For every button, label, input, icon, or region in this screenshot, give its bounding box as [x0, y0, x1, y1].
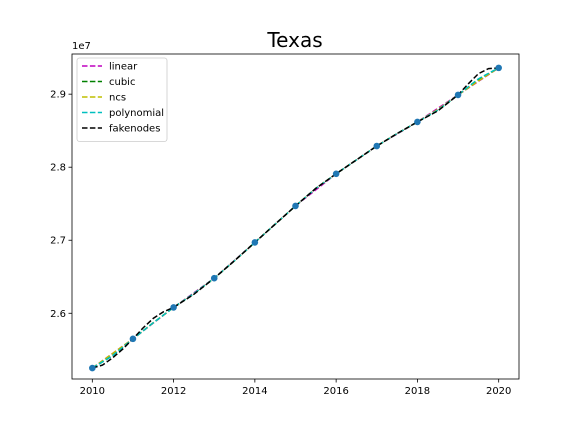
legend-label: linear	[109, 62, 138, 73]
x-tick-label: 2016	[323, 386, 348, 397]
y-tick-label: 2.7	[50, 236, 66, 247]
legend-label: polynomial	[109, 108, 164, 119]
data-point	[170, 304, 177, 311]
axes: 2010 2012 2014 2016 2018 2020 2.6 2.7 2.8 2.9	[50, 53, 520, 397]
chart-title: Texas	[266, 28, 322, 52]
data-point	[332, 170, 340, 178]
x-tick-label: 2020	[486, 386, 511, 397]
legend-label: fakenodes	[109, 124, 160, 135]
data-point	[251, 239, 259, 246]
y-tick-label: 2.9	[50, 90, 66, 101]
data-point	[454, 91, 462, 99]
legend-label: cubic	[109, 77, 135, 88]
plot-area	[89, 64, 502, 372]
data-point	[89, 364, 96, 372]
legend-box	[76, 57, 168, 142]
data-point	[495, 64, 502, 72]
y-tick-label: 2.6	[50, 309, 66, 320]
x-tick-label: 2014	[242, 386, 267, 397]
x-tick-label: 2012	[161, 386, 186, 397]
y-tick-label: 2.8	[50, 163, 66, 174]
series-line-fakenodes	[92, 67, 499, 369]
series-line-ncs	[91, 67, 500, 369]
y-offset-label: 1e7	[72, 41, 91, 52]
data-point	[414, 118, 421, 126]
legend-label: ncs	[109, 93, 126, 104]
legend: linear cubic ncs polynomial fakenodes	[76, 57, 168, 142]
x-tick-label: 2018	[405, 386, 430, 397]
data-point	[129, 335, 137, 343]
data-point	[292, 202, 299, 210]
x-tick-label: 2010	[80, 386, 105, 397]
data-point	[210, 274, 218, 282]
axes-frame	[71, 53, 520, 380]
data-point	[373, 142, 381, 150]
